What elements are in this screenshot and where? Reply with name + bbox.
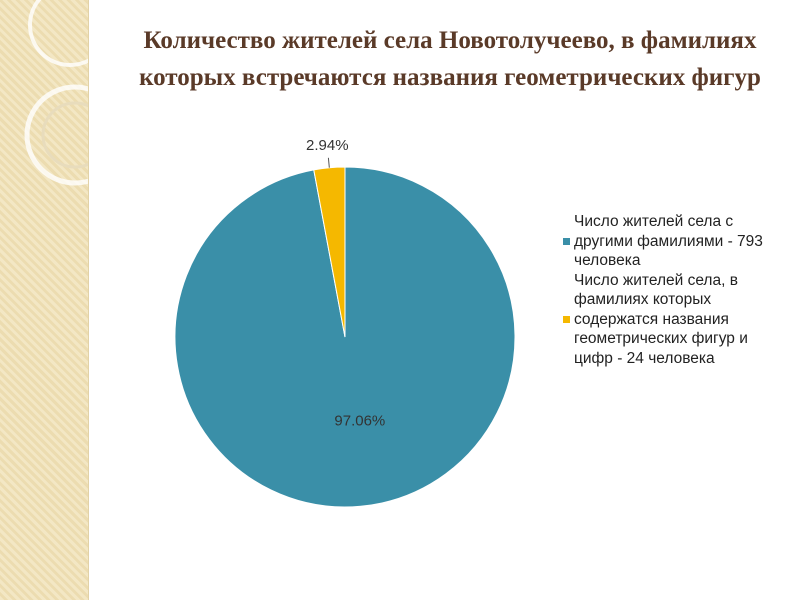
legend-item: Число жителей села с другими фамилиями -… bbox=[563, 212, 778, 271]
legend-label: Число жителей села с другими фамилиями -… bbox=[574, 213, 763, 269]
chart-title: Количество жителей села Новотолучеево, в… bbox=[139, 27, 761, 91]
legend: Число жителей села с другими фамилиями -… bbox=[563, 212, 778, 368]
data-label: 97.06% bbox=[334, 413, 385, 430]
legend-swatch bbox=[563, 237, 570, 245]
legend-label: Число жителей села, в фамилиях которых с… bbox=[574, 271, 748, 367]
leader-line bbox=[327, 157, 330, 168]
legend-swatch bbox=[563, 315, 570, 323]
legend-item: Число жителей села, в фамилиях которых с… bbox=[563, 271, 778, 369]
decor-stripe bbox=[0, 0, 126, 600]
data-label: 2.94% bbox=[306, 137, 349, 154]
